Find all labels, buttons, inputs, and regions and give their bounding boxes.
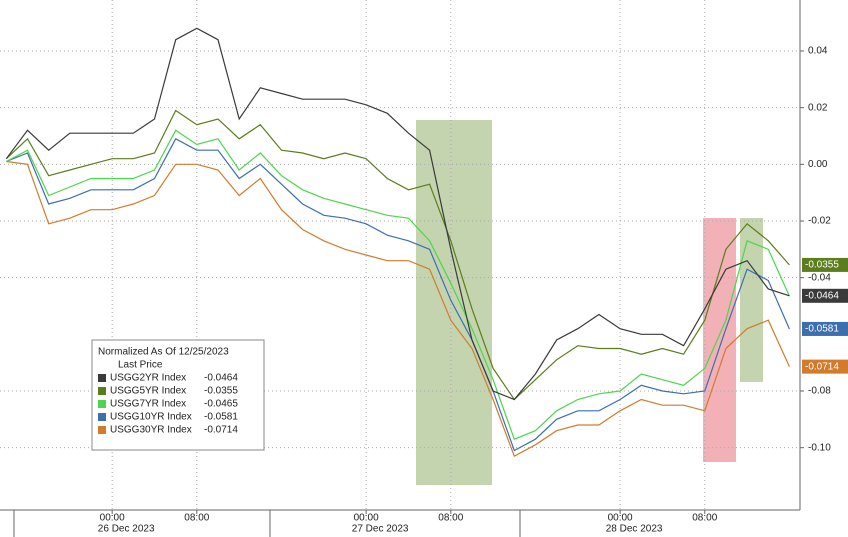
last-value-label: -0.0581 <box>805 324 839 335</box>
legend-value: -0.0355 <box>204 386 238 397</box>
x-tick-label: 08:00 <box>692 513 717 524</box>
y-tick-label: 0.00 <box>808 159 828 170</box>
last-value-box <box>802 288 848 303</box>
legend-label: USGG10YR Index <box>110 412 192 423</box>
legend-value: -0.0714 <box>204 425 238 436</box>
legend-box <box>91 339 265 451</box>
legend-subtitle: Last Price <box>118 360 163 371</box>
legend-swatch <box>98 413 106 421</box>
legend-value: -0.0465 <box>204 399 238 410</box>
last-value-label: -0.0355 <box>805 260 839 271</box>
legend: Normalized As Of 12/25/2023 Last Price U… <box>91 339 265 451</box>
legend-label: USGG5YR Index <box>110 386 186 397</box>
y-tick-label: -0.10 <box>808 442 831 453</box>
highlight-green <box>740 218 763 382</box>
y-tick-label: 0.04 <box>808 46 828 57</box>
x-date-label: 26 Dec 2023 <box>98 524 155 535</box>
y-tick-label: -0.08 <box>808 386 831 397</box>
y-tick-label: 0.02 <box>808 102 828 113</box>
series-line <box>5 109 790 401</box>
legend-value: -0.0464 <box>204 373 238 384</box>
highlight-green <box>416 120 492 485</box>
last-value-box <box>802 257 848 272</box>
last-value-label: -0.0464 <box>805 290 839 301</box>
last-value-box <box>802 321 848 336</box>
legend-swatch <box>98 400 106 408</box>
legend-swatch <box>98 374 106 382</box>
y-tick-label: -0.02 <box>808 216 831 227</box>
highlight-red <box>703 218 736 462</box>
legend-swatch <box>98 426 106 434</box>
series-line <box>6 160 790 458</box>
legend-label: USGG7YR Index <box>110 399 186 410</box>
x-tick-label: 00:00 <box>354 513 379 524</box>
legend-label: USGG30YR Index <box>110 425 192 436</box>
x-date-label: 27 Dec 2023 <box>352 524 409 535</box>
x-date-label: 28 Dec 2023 <box>606 524 663 535</box>
last-value-label: -0.0714 <box>805 361 839 372</box>
x-tick-label: 00:00 <box>608 513 633 524</box>
legend-swatch <box>98 387 106 395</box>
x-tick-label: 08:00 <box>184 513 209 524</box>
series-line <box>5 27 790 401</box>
last-value-box <box>802 359 848 374</box>
x-tick-label: 08:00 <box>438 513 463 524</box>
series-line <box>6 137 790 452</box>
legend-label: USGG2YR Index <box>110 373 186 384</box>
y-tick-label: -0.04 <box>808 272 831 283</box>
series-line <box>6 129 790 440</box>
legend-title: Normalized As Of 12/25/2023 <box>98 347 229 358</box>
x-tick-label: 00:00 <box>100 513 125 524</box>
legend-value: -0.0581 <box>204 412 238 423</box>
